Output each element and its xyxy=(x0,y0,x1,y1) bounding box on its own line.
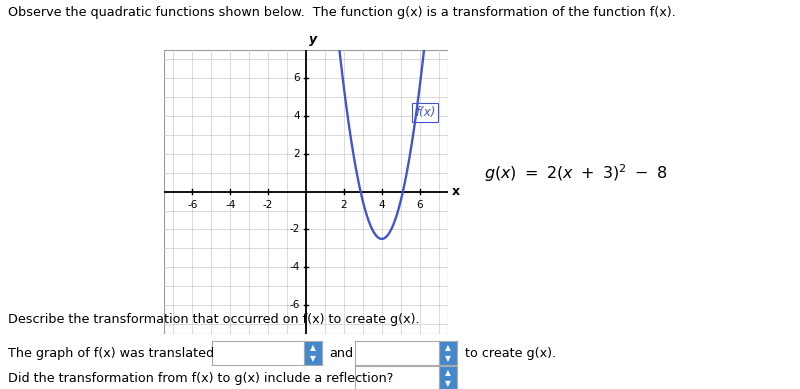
Text: f(x): f(x) xyxy=(415,105,435,119)
Text: $g(x)\ =\ 2(x\ +\ 3)^2\ -\ 8$: $g(x)\ =\ 2(x\ +\ 3)^2\ -\ 8$ xyxy=(484,162,667,184)
Text: -4: -4 xyxy=(290,262,300,272)
Text: -4: -4 xyxy=(225,200,235,210)
Text: 6: 6 xyxy=(294,73,300,83)
Text: ▲: ▲ xyxy=(445,343,451,352)
Text: 4: 4 xyxy=(378,200,385,210)
Text: Observe the quadratic functions shown below.  The function g(x) is a transformat: Observe the quadratic functions shown be… xyxy=(8,6,676,19)
Text: Describe the transformation that occurred on f(x) to create g(x).: Describe the transformation that occurre… xyxy=(8,313,420,326)
Text: and: and xyxy=(330,347,354,360)
Text: 6: 6 xyxy=(416,200,423,210)
Text: ▼: ▼ xyxy=(445,354,451,363)
Text: x: x xyxy=(452,185,460,198)
Text: ▼: ▼ xyxy=(445,379,451,388)
Text: -6: -6 xyxy=(187,200,198,210)
Text: 4: 4 xyxy=(294,111,300,121)
Text: 2: 2 xyxy=(294,149,300,159)
Text: y: y xyxy=(309,33,317,46)
Text: ▲: ▲ xyxy=(310,343,316,352)
Text: The graph of f(x) was translated: The graph of f(x) was translated xyxy=(8,347,214,360)
Text: 2: 2 xyxy=(341,200,347,210)
Text: Did the transformation from f(x) to g(x) include a reflection?: Did the transformation from f(x) to g(x)… xyxy=(8,371,394,385)
Text: ▲: ▲ xyxy=(445,368,451,377)
Text: ▼: ▼ xyxy=(310,354,316,363)
Text: -6: -6 xyxy=(290,300,300,310)
Text: -2: -2 xyxy=(263,200,274,210)
Text: to create g(x).: to create g(x). xyxy=(465,347,556,360)
Text: -2: -2 xyxy=(290,224,300,235)
